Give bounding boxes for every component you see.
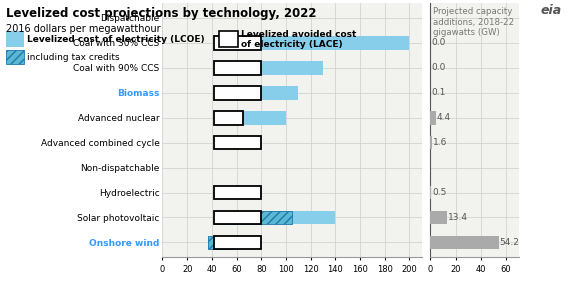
Bar: [214, 111, 286, 124]
Bar: [214, 36, 409, 50]
Text: 4.4: 4.4: [437, 113, 451, 122]
Text: including tax credits: including tax credits: [27, 53, 120, 62]
Bar: [214, 36, 261, 50]
Bar: [214, 186, 261, 199]
Bar: [208, 236, 233, 249]
Bar: [214, 61, 323, 75]
Bar: [430, 186, 431, 199]
Bar: [214, 136, 261, 150]
Bar: [430, 210, 447, 224]
Bar: [214, 61, 261, 75]
Text: Levelized cost projections by technology, 2022: Levelized cost projections by technology…: [6, 7, 316, 20]
Text: 0.1: 0.1: [431, 88, 446, 97]
Bar: [214, 236, 261, 249]
Text: Levelized cost of electricity (LCOE): Levelized cost of electricity (LCOE): [27, 35, 205, 44]
Text: Levelized avoided cost
of electricity (LACE): Levelized avoided cost of electricity (L…: [241, 30, 356, 49]
Bar: [214, 86, 298, 100]
Bar: [430, 236, 499, 249]
Text: 54.2: 54.2: [500, 238, 520, 247]
Bar: [214, 210, 261, 224]
Text: 0.5: 0.5: [432, 188, 446, 197]
Text: 1.6: 1.6: [433, 138, 448, 147]
Text: eia: eia: [540, 4, 561, 17]
Text: 2016 dollars per megawatthour: 2016 dollars per megawatthour: [6, 24, 160, 34]
Bar: [214, 186, 261, 199]
Text: 0.0: 0.0: [431, 38, 446, 47]
Bar: [214, 136, 261, 150]
Text: Projected capacity
additions, 2018-22
gigawatts (GW): Projected capacity additions, 2018-22 gi…: [433, 7, 514, 37]
Text: 13.4: 13.4: [448, 213, 469, 222]
Bar: [430, 136, 433, 150]
Bar: [214, 86, 261, 100]
Bar: [430, 111, 436, 124]
Bar: [214, 210, 292, 224]
Text: 0.0: 0.0: [431, 63, 446, 72]
Bar: [208, 236, 261, 249]
Bar: [214, 111, 243, 124]
Bar: [214, 210, 335, 224]
